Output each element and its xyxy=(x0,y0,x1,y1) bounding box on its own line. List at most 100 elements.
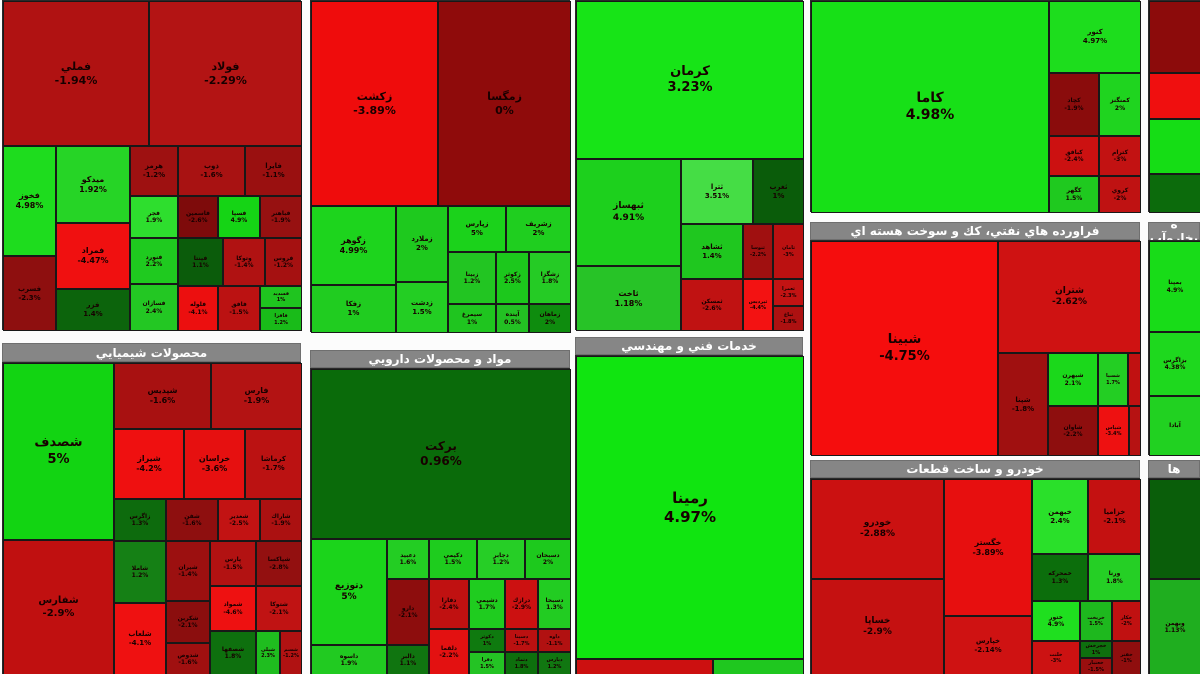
treemap-tile-شتوكا[interactable]: شتوكا -2.1% xyxy=(256,586,302,631)
treemap-tile-فسرب[interactable]: فسرب -2.3% xyxy=(3,256,56,331)
treemap-tile-فملي[interactable]: فملي -1.94% xyxy=(3,1,149,146)
treemap-tile-كاما[interactable]: كاما 4.98% xyxy=(811,1,1049,213)
treemap-tile-زشگزا[interactable]: زشگزا 1.8% xyxy=(529,252,571,304)
treemap-tile-وبهمن[interactable]: وبهمن 1.13% xyxy=(1149,579,1200,674)
treemap-tile-خراسان[interactable]: خراسان -3.6% xyxy=(184,429,245,499)
treemap-tile-دتوزيع[interactable]: دتوزيع 5% xyxy=(311,539,387,645)
treemap-tile-دفارا[interactable]: دفارا -2.4% xyxy=(429,579,469,629)
treemap-tile-زپارس[interactable]: زپارس 5% xyxy=(448,206,506,252)
treemap-tile-كچاد[interactable]: كچاد -1.9% xyxy=(1049,73,1099,136)
treemap-tile-خلنت[interactable]: خلنت -3% xyxy=(1032,641,1080,674)
treemap-tile-خكار[interactable]: خكار -2% xyxy=(1112,601,1141,641)
treemap-tile-كروي[interactable]: كروي -2% xyxy=(1099,176,1141,213)
treemap-tile-دتماد[interactable]: دتماد 1.8% xyxy=(505,652,538,674)
treemap-tile-زبينا[interactable]: زبينا 1.2% xyxy=(448,252,496,304)
treemap-tile-فنورد[interactable]: فنورد 2.2% xyxy=(130,238,178,284)
treemap-tile-شپاكسا[interactable]: شپاكسا -2.8% xyxy=(256,541,302,586)
treemap-tile-فجر[interactable]: فجر 1.9% xyxy=(130,196,178,238)
treemap-tile-دسبحان[interactable]: دسبحان 2% xyxy=(525,539,571,579)
treemap-tile-شصدف[interactable]: شصدف 5% xyxy=(3,363,114,540)
treemap-tile-ذوب[interactable]: ذوب -1.6% xyxy=(178,146,245,196)
treemap-tile[interactable] xyxy=(1149,73,1200,119)
treemap-tile-دپارس[interactable]: دپارس 1.2% xyxy=(538,652,571,674)
treemap-tile-فسازان[interactable]: فسازان 2.4% xyxy=(130,284,178,331)
treemap-tile-زملارد[interactable]: زملارد 2% xyxy=(396,206,448,282)
treemap-tile-فپنتا[interactable]: فپنتا 1.1% xyxy=(178,238,223,286)
treemap-tile-خمحركه[interactable]: خمحركه 1.3% xyxy=(1032,554,1088,601)
treemap-tile-شبينا[interactable]: شبينا -4.75% xyxy=(811,241,998,456)
treemap-tile-ثشاهد[interactable]: ثشاهد 1.4% xyxy=(681,224,743,279)
treemap-tile-شدوص[interactable]: شدوص -1.6% xyxy=(166,643,210,674)
treemap-tile-زكوثر[interactable]: زكوثر 2.5% xyxy=(496,252,529,304)
treemap-tile-شيران[interactable]: شيران -1.4% xyxy=(166,541,210,601)
treemap-tile-شسپا[interactable]: شسپا 1.7% xyxy=(1098,353,1128,406)
treemap-tile-فافق[interactable]: فافق -1.5% xyxy=(218,286,260,331)
treemap-tile-شاراك[interactable]: شاراك -1.9% xyxy=(260,499,302,541)
treemap-tile-دالبر[interactable]: دالبر 1.1% xyxy=(387,645,429,674)
treemap-tile-شپاس[interactable]: شپاس -3.4% xyxy=(1098,406,1129,456)
treemap-tile[interactable] xyxy=(1129,406,1141,456)
treemap-tile-زشريف[interactable]: زشريف 2% xyxy=(506,206,571,252)
treemap-tile-كمنگنز[interactable]: كمنگنز 2% xyxy=(1099,73,1141,136)
treemap-tile-زمگسا[interactable]: زمگسا 0% xyxy=(438,1,571,206)
treemap-tile-آينده[interactable]: آينده 0.5% xyxy=(496,304,529,333)
treemap-tile-شاملا[interactable]: شاملا 1.2% xyxy=(114,541,166,603)
treemap-tile-رمينا[interactable]: رمينا 4.97% xyxy=(576,356,804,659)
treemap-tile-دفرا[interactable]: دفرا 1.5% xyxy=(469,652,505,674)
treemap-tile-ثامان[interactable]: ثامان -3% xyxy=(773,224,804,279)
treemap-tile-زفكا[interactable]: زفكا 1% xyxy=(311,285,396,333)
treemap-tile-ثپرديس[interactable]: ثپرديس -4.4% xyxy=(743,279,773,331)
treemap-tile-دسبحا[interactable]: دسبحا 1.3% xyxy=(538,579,571,629)
treemap-tile-زگوهر[interactable]: زگوهر 4.99% xyxy=(311,206,396,285)
treemap-tile-فسديد[interactable]: فسديد 1% xyxy=(260,286,302,308)
treemap-tile-خفنر[interactable]: خفنر -1% xyxy=(1112,641,1141,674)
treemap-tile-شاوان[interactable]: شاوان -2.2% xyxy=(1048,406,1098,456)
treemap-tile-خچرخش[interactable]: خچرخش 1% xyxy=(1080,641,1112,658)
treemap-tile-فارس[interactable]: فارس -1.9% xyxy=(211,363,302,429)
treemap-tile[interactable] xyxy=(1149,1,1200,73)
treemap-tile-ثباغ[interactable]: ثباغ -1.8% xyxy=(773,306,804,331)
treemap-tile-فسپا[interactable]: فسپا 4.9% xyxy=(218,196,260,238)
treemap-tile-شبهرن[interactable]: شبهرن 2.1% xyxy=(1048,353,1098,406)
treemap-tile-دكوثر[interactable]: دكوثر 1% xyxy=(469,629,505,652)
treemap-tile-آبادا[interactable]: آبادا xyxy=(1149,396,1200,456)
treemap-tile[interactable] xyxy=(1128,353,1141,406)
treemap-tile-بركت[interactable]: بركت 0.96% xyxy=(311,369,571,539)
treemap-tile-ميدكو[interactable]: ميدكو 1.92% xyxy=(56,146,130,223)
treemap-tile-ثغرب[interactable]: ثغرب 1% xyxy=(753,159,804,224)
treemap-tile-زماهان[interactable]: زماهان 2% xyxy=(529,304,571,333)
treemap-tile-كترام[interactable]: كترام -3% xyxy=(1099,136,1141,176)
treemap-tile-ثترا[interactable]: ثترا 3.51% xyxy=(681,159,753,224)
treemap-tile-خريخت[interactable]: خريخت 1.5% xyxy=(1080,601,1112,641)
treemap-tile-ثنوسا[interactable]: ثنوسا -2.2% xyxy=(743,224,773,279)
treemap-tile-شمواد[interactable]: شمواد -4.6% xyxy=(210,586,256,631)
treemap-tile-كرماشا[interactable]: كرماشا -1.7% xyxy=(245,429,302,499)
treemap-tile-دشيمي[interactable]: دشيمي 1.7% xyxy=(469,579,505,629)
treemap-tile-كگهر[interactable]: كگهر 1.5% xyxy=(1049,176,1099,213)
treemap-tile-ختور[interactable]: ختور 4.9% xyxy=(1032,601,1080,641)
treemap-tile-خعتبار[interactable]: خعتبار -1.5% xyxy=(1080,658,1112,674)
treemap-tile-فباهنر[interactable]: فباهنر -1.9% xyxy=(260,196,302,238)
treemap-tile-خپارس[interactable]: خپارس -2.14% xyxy=(944,616,1032,674)
treemap-tile-كبافق[interactable]: كبافق -2.4% xyxy=(1049,136,1099,176)
treemap-tile-فروس[interactable]: فروس -1.2% xyxy=(265,238,302,286)
treemap-tile-دعبيد[interactable]: دعبيد 1.6% xyxy=(387,539,429,579)
treemap-tile-خگستر[interactable]: خگستر -3.89% xyxy=(944,479,1032,616)
treemap-tile-ثمسكن[interactable]: ثمسكن -2.6% xyxy=(681,279,743,331)
treemap-tile-فمراد[interactable]: فمراد -4.47% xyxy=(56,223,130,289)
treemap-tile-شغدير[interactable]: شغدير -2.5% xyxy=(218,499,260,541)
treemap-tile-شپديس[interactable]: شپديس -1.6% xyxy=(114,363,211,429)
treemap-tile-شكربن[interactable]: شكربن -2.1% xyxy=(166,601,210,643)
treemap-tile-وتوكا[interactable]: وتوكا -1.4% xyxy=(223,238,265,286)
treemap-tile-شلعاب[interactable]: شلعاب -4.1% xyxy=(114,603,166,674)
treemap-tile-داسوه[interactable]: داسوه 1.9% xyxy=(311,645,387,674)
treemap-tile-پارس[interactable]: پارس -1.5% xyxy=(210,541,256,586)
treemap-tile-فاسمين[interactable]: فاسمين -2.6% xyxy=(178,196,218,238)
treemap-tile-شپلي[interactable]: شپلي 2.3% xyxy=(256,631,280,674)
treemap-tile[interactable] xyxy=(713,659,804,674)
treemap-tile-زاگرس[interactable]: زاگرس 1.3% xyxy=(114,499,166,541)
treemap-tile-شصفها[interactable]: شصفها 1.8% xyxy=(210,631,256,674)
treemap-tile-فولاد[interactable]: فولاد -2.29% xyxy=(149,1,302,146)
treemap-tile-كرمان[interactable]: كرمان 3.23% xyxy=(576,1,804,159)
treemap-tile-هرمز[interactable]: هرمز -1.2% xyxy=(130,146,178,196)
